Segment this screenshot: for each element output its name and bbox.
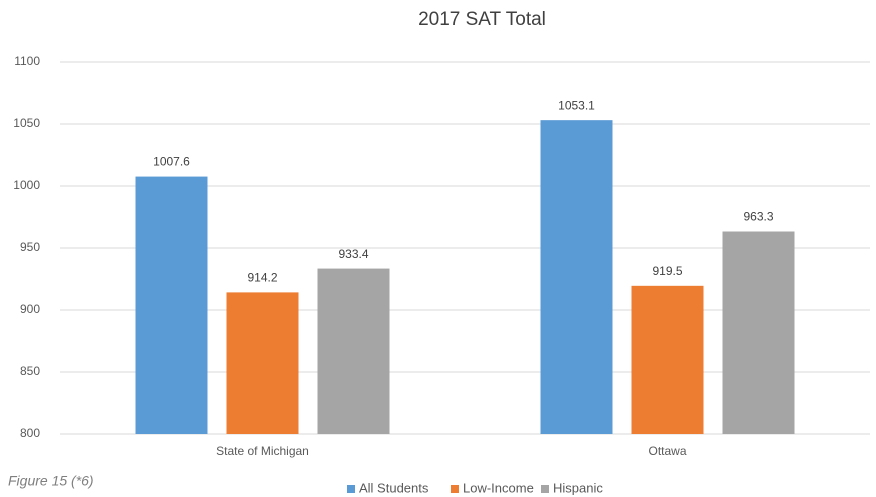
x-tick-label: Ottawa	[648, 444, 686, 458]
bar	[540, 120, 613, 434]
data-label: 963.3	[743, 210, 773, 224]
chart-title: 2017 SAT Total	[418, 9, 546, 30]
bar	[135, 176, 208, 435]
legend-swatch	[541, 485, 549, 493]
legend-swatch	[347, 485, 355, 493]
legend-label: All Students	[359, 480, 429, 495]
bar	[722, 231, 795, 434]
y-tick-label: 900	[20, 302, 40, 316]
data-label: 919.5	[652, 264, 682, 278]
x-tick-label: State of Michigan	[216, 444, 309, 458]
data-label: 1053.1	[558, 98, 595, 112]
legend-swatch	[451, 485, 459, 493]
data-label: 1007.6	[153, 155, 190, 169]
y-tick-label: 1050	[13, 116, 40, 130]
y-tick-label: 800	[20, 426, 40, 440]
y-tick-label: 1100	[14, 54, 40, 68]
bar	[631, 285, 704, 434]
legend-label: Hispanic	[553, 480, 603, 495]
data-label: 914.2	[247, 271, 277, 285]
y-tick-label: 1000	[13, 178, 40, 192]
bar	[317, 268, 390, 434]
figure-caption: Figure 15 (*6)	[8, 473, 94, 489]
bar	[226, 292, 299, 434]
y-tick-label: 850	[20, 364, 40, 378]
legend-label: Low-Income	[463, 480, 534, 495]
data-label: 933.4	[338, 247, 368, 261]
y-tick-label: 950	[20, 240, 40, 254]
